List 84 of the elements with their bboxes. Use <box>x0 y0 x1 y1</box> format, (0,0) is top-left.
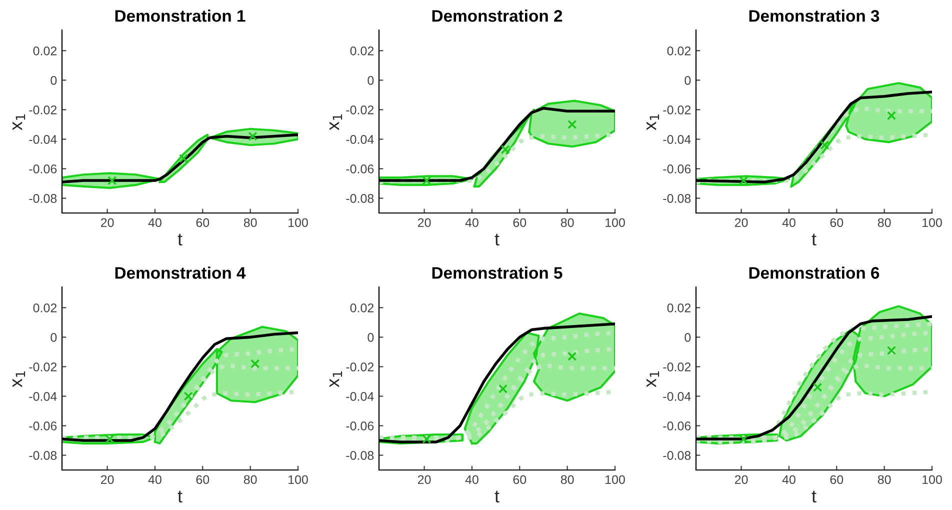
y-tick-label: -0.04 <box>663 392 691 401</box>
x-tick-label: 100 <box>922 218 942 228</box>
x-axis-title: t <box>178 234 182 246</box>
y-tick-label: 0 <box>684 332 691 342</box>
y-tick-label: -0.06 <box>29 164 57 174</box>
x-tick-label: 20 <box>100 218 114 228</box>
x-tick-label: 40 <box>782 475 796 484</box>
y-tick-label: -0.04 <box>29 392 57 401</box>
x-tick-label: 40 <box>148 218 162 228</box>
x-tick-label: 40 <box>148 475 162 484</box>
y-tick-label: -0.02 <box>346 105 374 114</box>
y-tick-label: -0.04 <box>29 135 57 144</box>
y-tick-label: 0.02 <box>33 46 57 56</box>
x-tick-label: 60 <box>513 475 526 484</box>
y-tick-label: 0 <box>368 332 374 342</box>
y-tick-label: 0 <box>50 332 57 342</box>
x-tick-label: 60 <box>513 218 526 228</box>
x-tick-label: 40 <box>782 218 796 228</box>
y-tick-label: -0.08 <box>346 194 374 203</box>
y-tick-label: -0.06 <box>663 422 691 430</box>
x-tick-label: 80 <box>560 475 574 484</box>
y-tick-label: -0.02 <box>346 362 374 372</box>
x-tick-label: 60 <box>196 475 210 484</box>
y-tick-label: -0.08 <box>29 194 57 203</box>
chart-title: Demonstration 4 <box>115 266 246 279</box>
x-tick-label: 20 <box>418 475 431 484</box>
y-tick-label: -0.02 <box>29 105 57 114</box>
y-tick-label: -0.08 <box>346 451 374 460</box>
y-tick-label: -0.06 <box>663 164 691 174</box>
x-tick-label: 80 <box>560 218 574 228</box>
y-tick-label: -0.08 <box>663 194 691 203</box>
y-tick-label: -0.06 <box>346 164 374 174</box>
x-tick-label: 80 <box>878 218 891 228</box>
x-tick-label: 40 <box>465 475 478 484</box>
y-tick-label: -0.02 <box>29 362 57 372</box>
y-tick-label: 0.02 <box>667 46 691 56</box>
y-axis-title: x$_{1}$ <box>12 371 26 388</box>
y-axis-title: x$_{1}$ <box>330 114 342 130</box>
y-tick-label: -0.04 <box>346 392 374 401</box>
x-tick-label: 100 <box>288 218 308 228</box>
chart-title: Demonstration 2 <box>432 10 562 22</box>
y-tick-label: -0.08 <box>29 451 57 460</box>
y-tick-label: -0.04 <box>663 135 691 144</box>
x-tick-label: 20 <box>734 475 748 484</box>
x-tick-label: 20 <box>734 218 748 228</box>
x-tick-label: 60 <box>830 475 844 484</box>
y-tick-label: -0.02 <box>663 105 691 114</box>
x-tick-label: 100 <box>288 475 308 484</box>
y-tick-label: 0.02 <box>33 303 57 312</box>
x-tick-label: 60 <box>830 218 844 228</box>
x-tick-label: 40 <box>465 218 478 228</box>
y-tick-label: -0.08 <box>663 451 691 460</box>
x-tick-label: 80 <box>244 218 257 228</box>
x-tick-label: 80 <box>878 475 891 484</box>
x-tick-label: 100 <box>606 475 625 484</box>
y-tick-label: 0 <box>684 76 691 85</box>
x-axis-title: t <box>178 490 182 503</box>
y-axis-title: x$_{1}$ <box>12 114 26 130</box>
x-axis-title: t <box>812 234 816 246</box>
y-tick-label: 0.02 <box>350 303 374 312</box>
chart-title: Demonstration 5 <box>432 266 562 279</box>
y-axis-title: x$_{1}$ <box>646 371 660 388</box>
y-tick-label: -0.06 <box>346 422 374 430</box>
x-tick-label: 100 <box>606 218 625 228</box>
x-axis-title: t <box>494 490 500 503</box>
x-axis-title: t <box>812 490 816 503</box>
y-tick-label: 0 <box>368 76 374 85</box>
y-tick-label: 0 <box>50 76 57 85</box>
x-tick-label: 80 <box>244 475 257 484</box>
chart-title: Demonstration 1 <box>115 10 246 22</box>
x-tick-label: 20 <box>418 218 431 228</box>
x-tick-label: 20 <box>100 475 114 484</box>
y-tick-label: 0.02 <box>350 46 374 56</box>
y-tick-label: -0.06 <box>29 422 57 430</box>
y-axis-title: x$_{1}$ <box>330 371 342 388</box>
chart-title: Demonstration 6 <box>749 266 880 279</box>
x-axis-title: t <box>494 234 500 246</box>
x-tick-label: 100 <box>922 475 942 484</box>
y-tick-label: 0.02 <box>667 303 691 312</box>
x-tick-label: 60 <box>196 218 210 228</box>
y-tick-label: -0.02 <box>663 362 691 372</box>
y-axis-title: x$_{1}$ <box>646 114 660 130</box>
chart-title: Demonstration 3 <box>749 10 880 22</box>
y-tick-label: -0.04 <box>346 135 374 144</box>
